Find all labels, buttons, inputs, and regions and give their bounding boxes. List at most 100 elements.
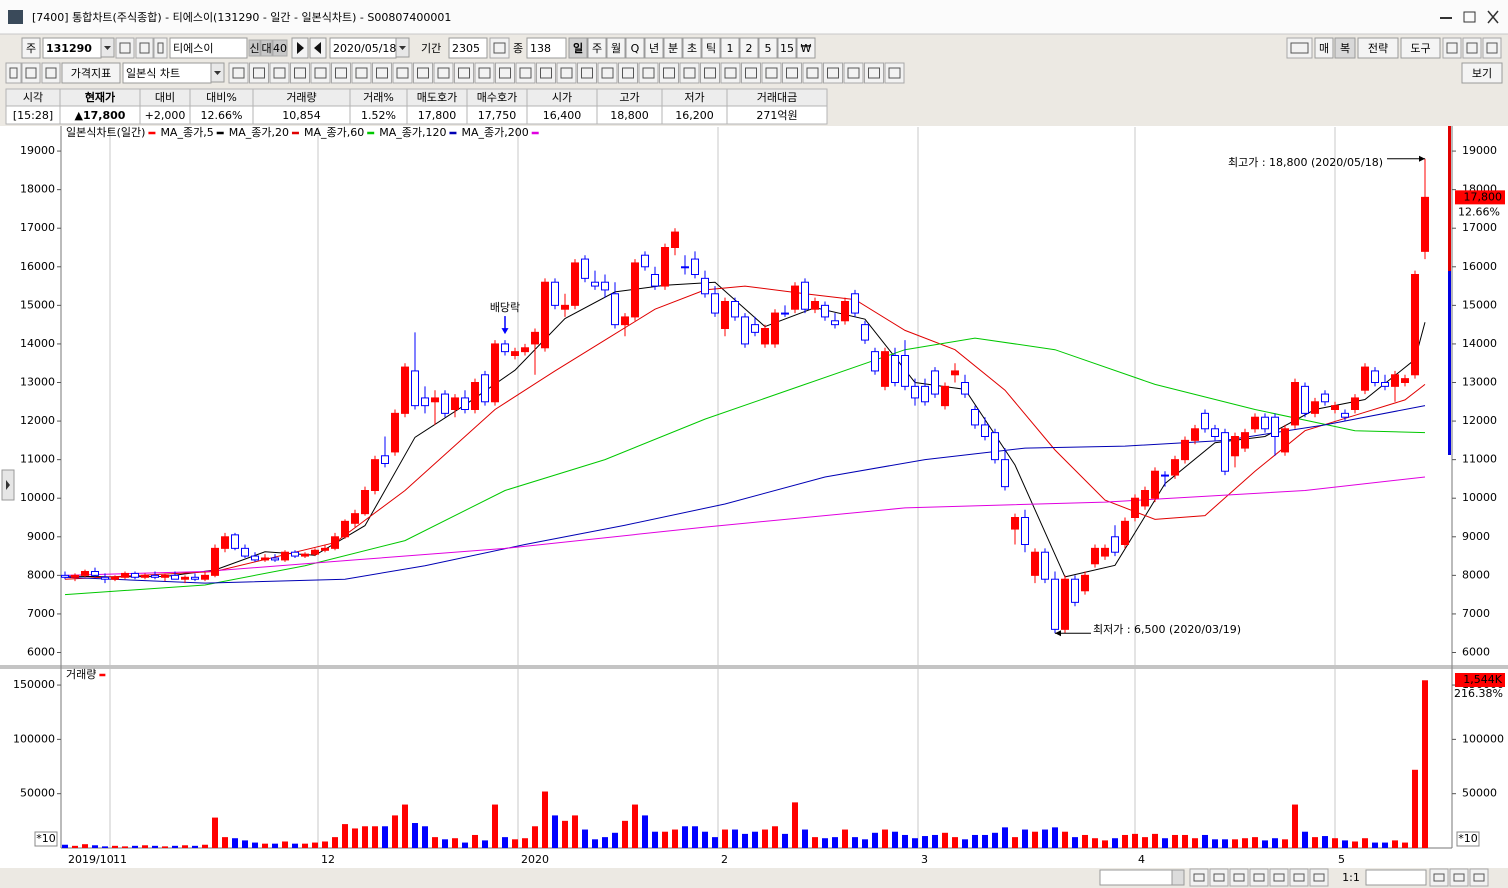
tool-button[interactable] bbox=[679, 62, 700, 84]
tool-button[interactable] bbox=[577, 62, 597, 84]
view-button[interactable] bbox=[1461, 62, 1503, 84]
tool-button[interactable] bbox=[115, 37, 135, 59]
dropdown-arrow bbox=[104, 46, 111, 50]
tool-button[interactable] bbox=[536, 62, 556, 84]
tool-button[interactable] bbox=[433, 62, 454, 84]
interval-button[interactable] bbox=[682, 37, 702, 59]
maximize-button[interactable] bbox=[1463, 11, 1476, 23]
interval-button[interactable] bbox=[796, 37, 816, 59]
dropdown-arrow bbox=[399, 46, 406, 50]
tool-button[interactable] bbox=[864, 62, 884, 84]
tool-button[interactable] bbox=[392, 62, 413, 84]
tool-button[interactable] bbox=[310, 62, 331, 84]
interval-button[interactable] bbox=[739, 37, 759, 59]
zoom-slider[interactable] bbox=[1365, 869, 1427, 886]
name-input[interactable] bbox=[169, 37, 248, 59]
period-input-label: 2305 bbox=[452, 42, 480, 55]
tool-button[interactable] bbox=[1429, 868, 1449, 887]
count-input[interactable] bbox=[526, 37, 567, 59]
tool-button[interactable] bbox=[249, 62, 269, 84]
tool-button[interactable] bbox=[269, 62, 290, 84]
stock-tag[interactable] bbox=[248, 39, 261, 57]
interval-button[interactable] bbox=[644, 37, 664, 59]
interval-button[interactable] bbox=[720, 37, 740, 59]
tool-button[interactable] bbox=[802, 62, 823, 84]
tool-button[interactable] bbox=[1189, 868, 1209, 887]
interval-button[interactable] bbox=[587, 37, 607, 59]
indicator-button[interactable] bbox=[61, 62, 121, 84]
tool-button[interactable] bbox=[638, 62, 659, 84]
stock-tag[interactable] bbox=[272, 39, 288, 57]
tool-button[interactable] bbox=[21, 62, 41, 84]
interval-button[interactable] bbox=[606, 37, 626, 59]
tool-button[interactable] bbox=[351, 62, 372, 84]
tool-button[interactable] bbox=[153, 37, 168, 59]
tool-button[interactable] bbox=[556, 62, 577, 84]
interval-button[interactable] bbox=[625, 37, 645, 59]
table-value: 1.52% bbox=[361, 109, 396, 122]
candle-body bbox=[1181, 439, 1189, 461]
tool-button[interactable] bbox=[331, 62, 351, 84]
right-button[interactable] bbox=[1400, 37, 1441, 59]
market-button[interactable] bbox=[21, 37, 41, 59]
scroll-thumb[interactable] bbox=[1171, 869, 1185, 886]
tool-button[interactable] bbox=[618, 62, 638, 84]
tool-button[interactable] bbox=[489, 37, 510, 59]
candle-body bbox=[981, 424, 989, 437]
tool-button[interactable] bbox=[1269, 868, 1289, 887]
candle-body bbox=[101, 576, 109, 580]
volume-bar bbox=[1112, 838, 1118, 848]
interval-button[interactable] bbox=[701, 37, 721, 59]
right-button[interactable] bbox=[1334, 37, 1356, 59]
tool-button[interactable] bbox=[597, 62, 618, 84]
tool-button[interactable] bbox=[700, 62, 720, 84]
tool-button[interactable] bbox=[884, 62, 905, 84]
tool-button[interactable] bbox=[761, 62, 782, 84]
last-volume-label: 1,544K bbox=[1463, 673, 1502, 686]
tool-button[interactable] bbox=[1209, 868, 1229, 887]
tool-button[interactable] bbox=[843, 62, 864, 84]
tool-button[interactable] bbox=[782, 62, 802, 84]
tool-button[interactable] bbox=[1469, 868, 1489, 887]
stock-tag[interactable] bbox=[260, 39, 273, 57]
tool-button[interactable] bbox=[1229, 868, 1249, 887]
tool-button[interactable] bbox=[1449, 868, 1469, 887]
right-button[interactable] bbox=[1357, 37, 1399, 59]
tool-button[interactable] bbox=[41, 62, 61, 84]
tool-button[interactable] bbox=[413, 62, 433, 84]
tool-icon bbox=[1293, 873, 1305, 882]
y-tick-label: 13000 bbox=[1462, 376, 1497, 389]
tool-button[interactable] bbox=[474, 62, 495, 84]
tool-button[interactable] bbox=[659, 62, 679, 84]
tool-button[interactable] bbox=[1309, 868, 1329, 887]
tool-button[interactable] bbox=[372, 62, 392, 84]
dividend-annotation: 배당락 bbox=[490, 301, 520, 314]
tool-button[interactable] bbox=[5, 62, 22, 84]
tool-button[interactable] bbox=[495, 62, 515, 84]
tool-button[interactable] bbox=[1289, 868, 1309, 887]
volume-bar bbox=[1292, 804, 1298, 848]
period-input[interactable] bbox=[448, 37, 488, 59]
tool-button[interactable] bbox=[823, 62, 843, 84]
tool-button[interactable] bbox=[290, 62, 310, 84]
candle-body bbox=[1331, 405, 1339, 410]
scroll-track[interactable] bbox=[1099, 869, 1185, 886]
tool-button[interactable] bbox=[1462, 37, 1482, 59]
tool-icon bbox=[478, 67, 491, 79]
interval-button[interactable] bbox=[777, 37, 797, 59]
candle-body bbox=[911, 385, 919, 399]
tool-button[interactable] bbox=[454, 62, 474, 84]
tool-button[interactable] bbox=[720, 62, 741, 84]
interval-button[interactable] bbox=[568, 37, 588, 59]
tool-button[interactable] bbox=[135, 37, 154, 59]
tool-button[interactable] bbox=[741, 62, 761, 84]
tool-button[interactable] bbox=[1482, 37, 1502, 59]
tool-button[interactable] bbox=[1442, 37, 1462, 59]
right-button[interactable] bbox=[1314, 37, 1334, 59]
interval-button[interactable] bbox=[663, 37, 683, 59]
tool-button[interactable] bbox=[1249, 868, 1269, 887]
tool-button[interactable] bbox=[228, 62, 249, 84]
tool-button[interactable] bbox=[515, 62, 536, 84]
y-tick-label: 17000 bbox=[1462, 221, 1497, 234]
interval-button[interactable] bbox=[758, 37, 778, 59]
